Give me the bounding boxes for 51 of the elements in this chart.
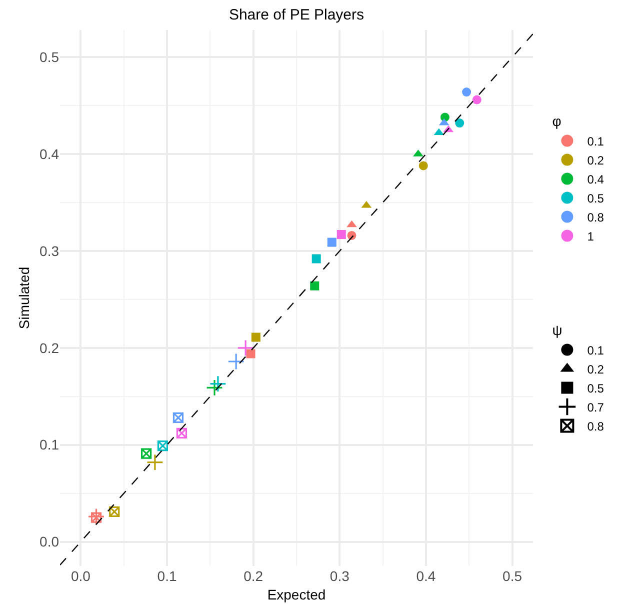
point <box>472 95 482 104</box>
legend-label: 0.2 <box>587 153 604 168</box>
x-tick-label: 0.0 <box>70 568 91 584</box>
y-tick-label: 0.3 <box>40 242 60 259</box>
point <box>455 118 464 128</box>
legend-title: φ <box>552 113 562 130</box>
point <box>310 281 320 290</box>
point <box>312 254 321 264</box>
point <box>336 230 346 240</box>
text: 0.8 <box>587 419 604 434</box>
point <box>172 412 184 423</box>
y-tick-label: 0.4 <box>40 146 60 162</box>
point <box>141 448 152 459</box>
legend-label: 1 <box>587 229 594 244</box>
x-tick-label: 0.5 <box>502 568 522 584</box>
x-tick-label: 0.1 <box>157 568 177 584</box>
point <box>209 375 226 392</box>
text: 0.7 <box>587 400 604 414</box>
point <box>462 88 472 97</box>
point <box>237 339 254 356</box>
point <box>228 352 245 370</box>
text: 0.2 <box>587 362 604 376</box>
point <box>251 332 260 342</box>
x-axis-title: Expected <box>267 586 326 602</box>
text: ψ <box>552 322 562 338</box>
x-tick-label: 0.2 <box>244 568 264 584</box>
point <box>109 506 120 518</box>
x-tick-label: 0.4 <box>416 568 436 584</box>
point <box>90 512 102 523</box>
y-axis-title: Simulated <box>16 266 32 330</box>
legend-label: 0.4 <box>587 172 604 186</box>
chart-title: Share of PE Players <box>228 6 364 24</box>
point <box>246 349 256 358</box>
legend-label: 0.8 <box>587 210 604 224</box>
y-tick-label: 0.5 <box>40 49 60 66</box>
point <box>346 220 357 228</box>
x-tick-label: 0.3 <box>330 568 350 584</box>
point <box>418 161 428 170</box>
legend-label: 0.5 <box>587 191 604 206</box>
text: 0.5 <box>587 381 604 396</box>
y-tick-label: 0.2 <box>40 340 60 356</box>
legend-label: 0.1 <box>587 134 604 148</box>
point <box>88 508 105 526</box>
point <box>157 440 168 452</box>
text: 0.1 <box>587 343 604 358</box>
point <box>327 238 336 247</box>
point <box>146 454 164 471</box>
point <box>176 428 187 439</box>
point <box>206 379 223 396</box>
y-tick-label: 0.0 <box>40 534 60 550</box>
y-tick-label: 0.1 <box>40 436 60 453</box>
